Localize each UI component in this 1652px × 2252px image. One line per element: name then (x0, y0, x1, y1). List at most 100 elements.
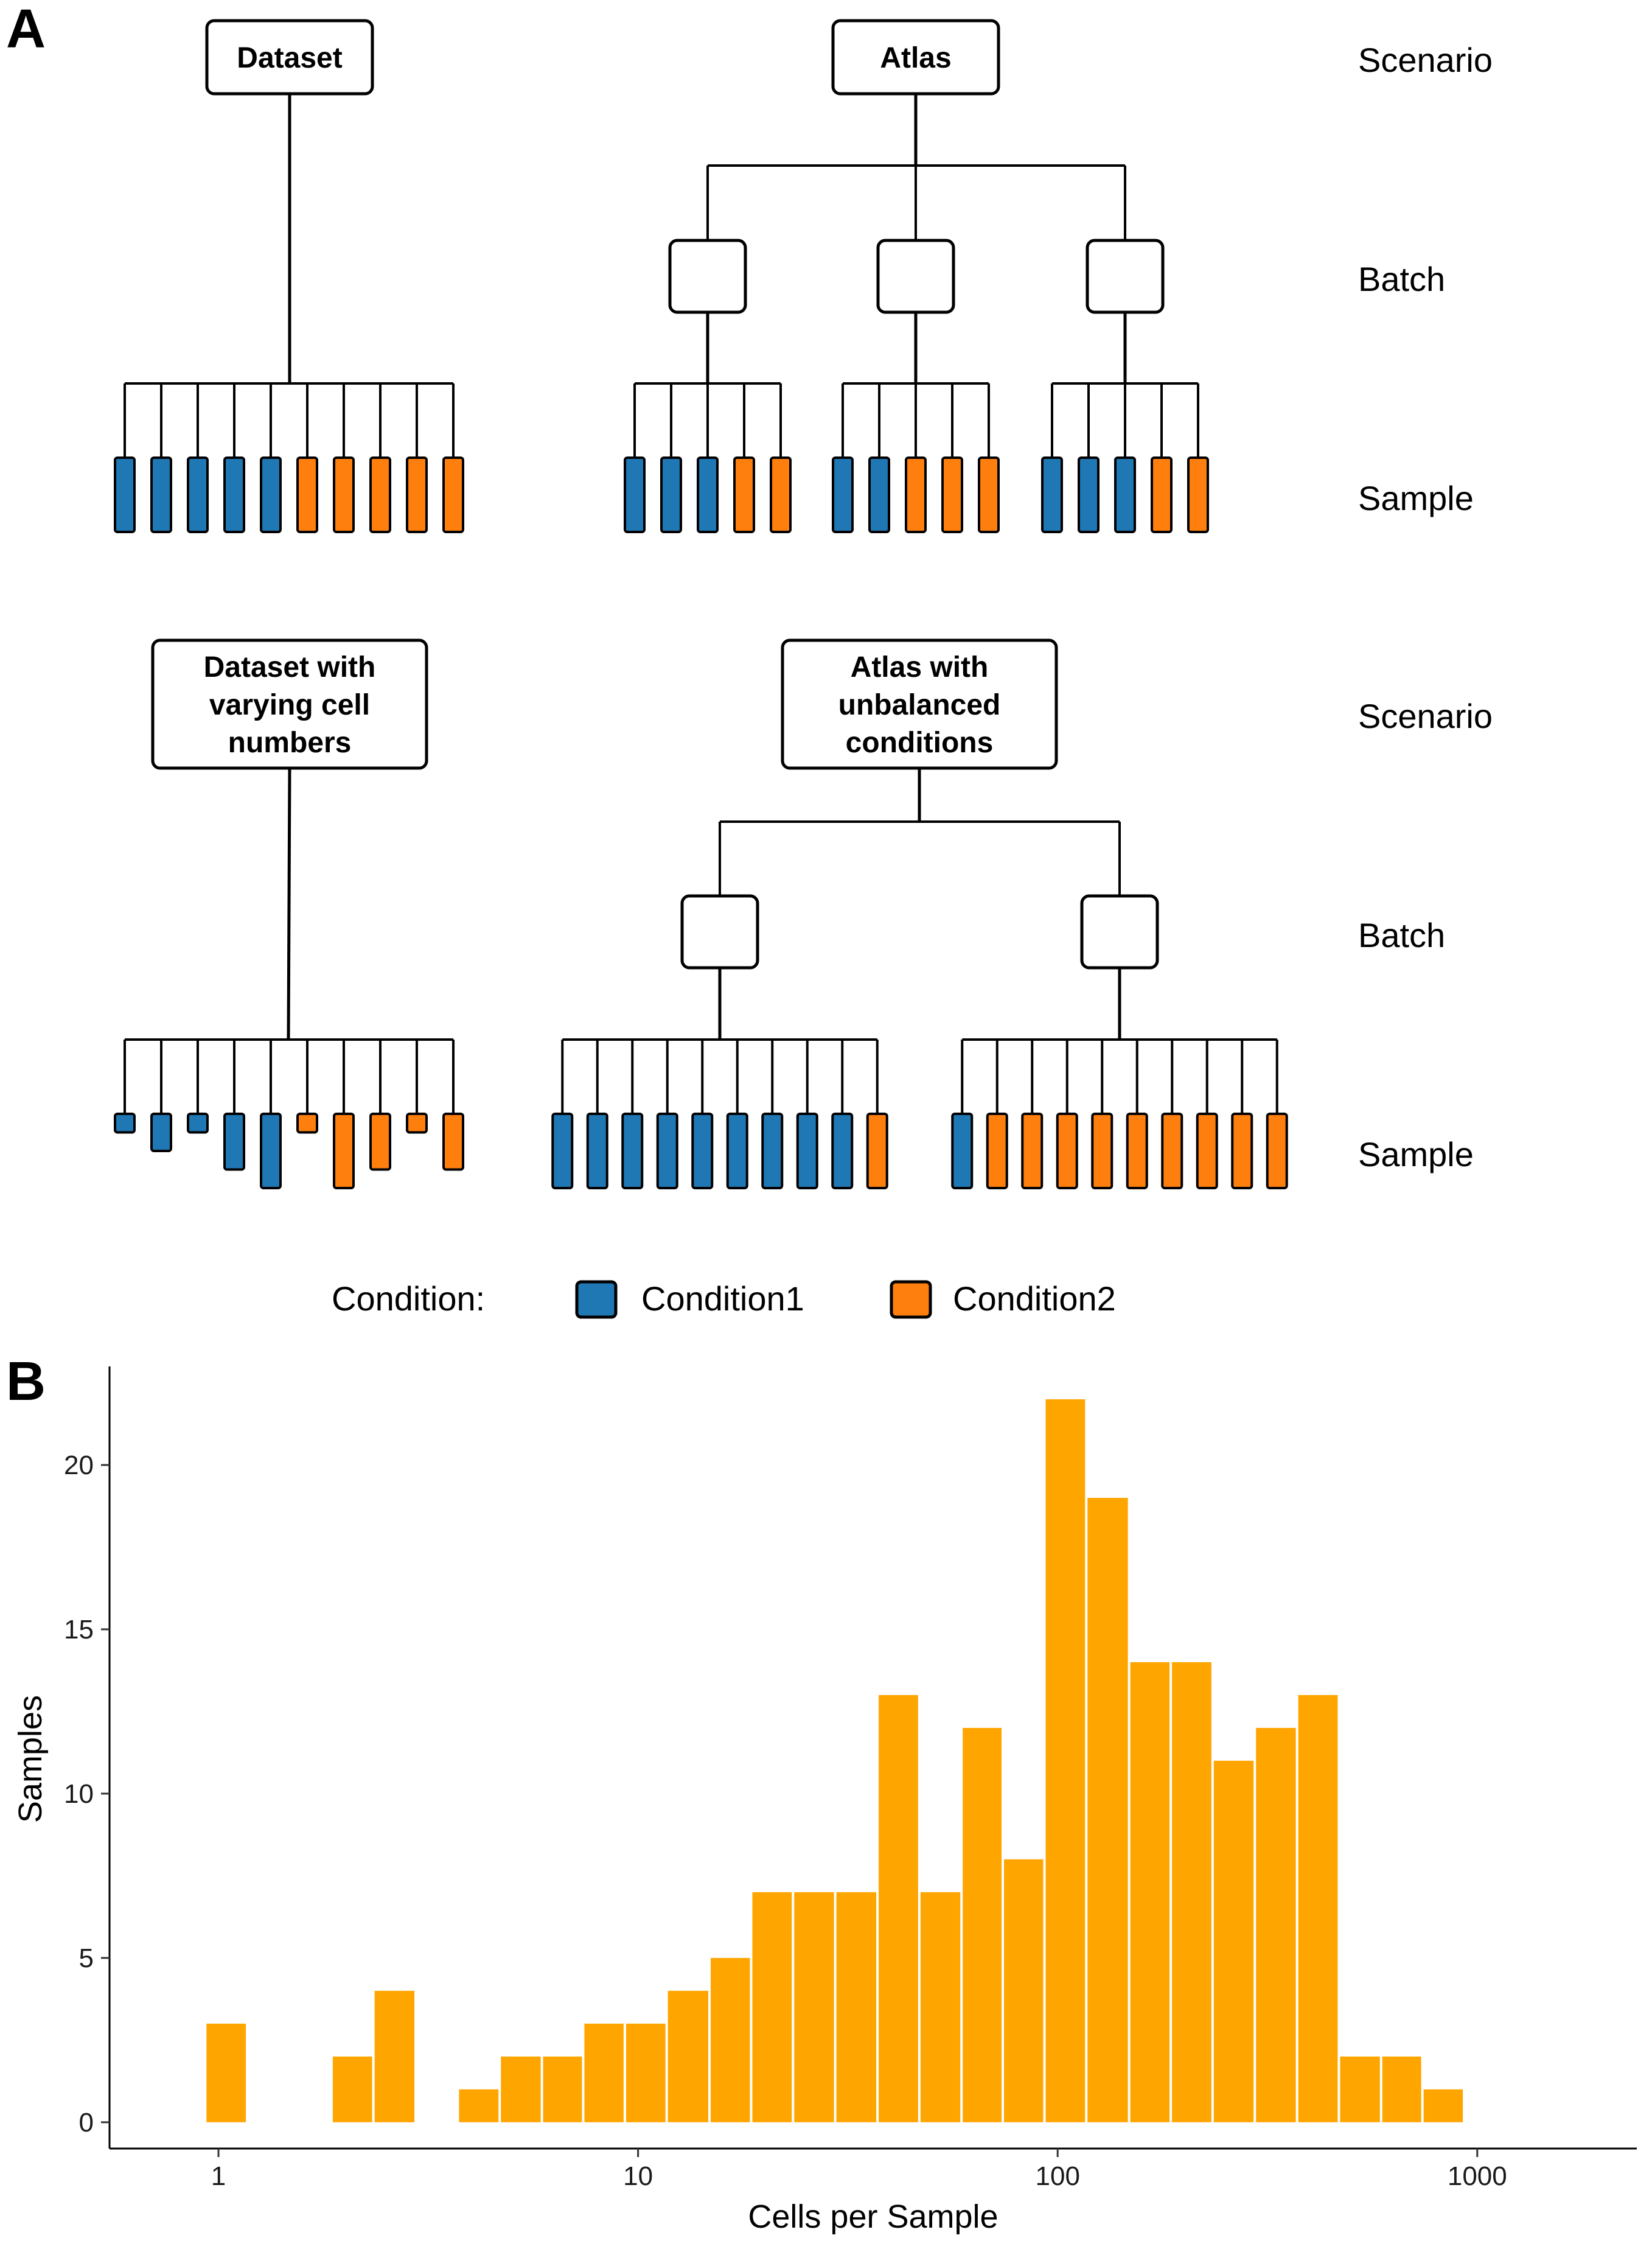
batch-box (680, 894, 759, 970)
sample-condition2 (333, 456, 355, 533)
condition-legend: Condition: Condition1 Condition2 (332, 1279, 1116, 1319)
sample-condition1 (1041, 456, 1063, 533)
histogram-axes: 1 10 100 1000 0 5 10 15 20 (64, 1366, 1637, 2191)
y-tick-label: 20 (64, 1450, 94, 1480)
histogram-bar (1256, 1727, 1296, 2122)
batch-box (1086, 239, 1165, 314)
sample-condition2 (986, 1113, 1008, 1189)
sample-condition1 (656, 1113, 678, 1189)
y-axis-title: Samples (12, 1695, 49, 1823)
sample-condition1 (260, 1113, 282, 1189)
histogram-bar (626, 2023, 666, 2122)
histogram-bar (1045, 1399, 1086, 2122)
panel-a-letter: A (6, 0, 46, 60)
sample-condition2 (941, 456, 963, 533)
sample-condition2 (1161, 1113, 1183, 1189)
sample-condition1 (586, 1113, 608, 1189)
sample-condition2 (296, 456, 318, 533)
histogram-bar (1340, 2056, 1380, 2122)
row-label-batch: Batch (1358, 916, 1445, 954)
scenario-label: varying cell (209, 689, 370, 721)
sample-condition2 (442, 456, 464, 533)
row-label-sample: Sample (1358, 1135, 1474, 1173)
sample-condition2 (1151, 456, 1173, 533)
y-tick-label: 0 (79, 2108, 94, 2138)
histogram-bar (1172, 1662, 1211, 2122)
histogram-bar (963, 1727, 1002, 2122)
sample-condition2 (406, 1113, 428, 1134)
sample-condition2 (905, 456, 927, 533)
legend-title: Condition: (332, 1279, 485, 1318)
y-tick-label: 5 (79, 1943, 94, 1973)
histogram-bar (1130, 1662, 1170, 2122)
sample-condition1 (832, 456, 854, 533)
histogram-bar (836, 1892, 877, 2122)
sample-condition2 (733, 456, 755, 533)
sample-condition1 (796, 1113, 818, 1189)
sample-condition2 (1126, 1113, 1148, 1189)
tree-stem (287, 768, 291, 1040)
histogram-bar (543, 2056, 582, 2122)
sample-condition1 (868, 456, 890, 533)
legend-label-condition1: Condition1 (641, 1279, 804, 1318)
histogram-bar (1213, 1760, 1254, 2122)
sample-condition1 (691, 1113, 714, 1189)
histogram-bar (584, 2023, 624, 2122)
sample-condition2 (1091, 1113, 1114, 1189)
sample-condition1 (951, 1113, 974, 1189)
histogram-bar (206, 2023, 246, 2122)
sample-condition2 (406, 456, 428, 533)
sample-condition1 (726, 1113, 748, 1189)
sample-condition1 (223, 456, 245, 533)
x-tick-label: 10 (623, 2161, 653, 2191)
sample-condition1 (187, 456, 209, 533)
row-label-scenario: Scenario (1358, 41, 1493, 79)
sample-condition1 (150, 456, 172, 533)
x-tick-label: 100 (1036, 2161, 1080, 2191)
histogram-bar (1004, 1859, 1044, 2122)
scenario-label: conditions (846, 727, 994, 759)
histogram-bar (1087, 1497, 1128, 2122)
panel-b-letter: B (6, 1351, 46, 1412)
histogram-bars (206, 1399, 1463, 2122)
panel-b-histogram: B 1 10 100 1000 0 5 10 15 20 Cells per Sample Sa… (6, 1351, 1637, 2235)
histogram-bar (459, 2089, 499, 2122)
row-labels: Scenario Batch Sample Scenario Batch Sam… (1358, 41, 1493, 1173)
row-label-batch: Batch (1358, 260, 1445, 298)
histogram-bar (794, 1892, 834, 2122)
scenario-label: Dataset (237, 42, 342, 74)
scenario-label: numbers (228, 727, 352, 759)
legend-swatch-condition2 (890, 1280, 932, 1319)
sample-condition1 (1114, 456, 1136, 533)
sample-condition1 (621, 1113, 644, 1189)
scenario-trees: Dataset Atlas Dataset with varying cell numb… (114, 19, 1288, 1189)
sample-condition2 (1021, 1113, 1044, 1189)
sample-condition1 (831, 1113, 854, 1189)
sample-condition2 (1056, 1113, 1078, 1189)
sample-condition2 (770, 456, 792, 533)
legend-label-condition2: Condition2 (953, 1279, 1116, 1318)
sample-condition1 (150, 1113, 172, 1152)
sample-condition1 (260, 456, 282, 533)
histogram-bar (501, 2056, 541, 2122)
histogram-bar (1382, 2056, 1421, 2122)
scenario-label: Atlas with (851, 651, 989, 684)
sample-condition1 (624, 456, 646, 533)
batch-box (1080, 894, 1159, 970)
batch-box (668, 239, 747, 314)
sample-condition2 (866, 1113, 888, 1189)
sample-condition1 (223, 1113, 245, 1171)
row-label-scenario: Scenario (1358, 697, 1493, 735)
sample-condition2 (333, 1113, 355, 1189)
sample-condition1 (187, 1113, 209, 1134)
sample-condition2 (442, 1113, 464, 1171)
batch-box (876, 239, 955, 314)
x-axis-title: Cells per Sample (748, 2198, 998, 2235)
sample-condition1 (761, 1113, 784, 1189)
x-tick-label: 1000 (1448, 2161, 1507, 2191)
histogram-bar (374, 1990, 415, 2122)
scenario-label: Atlas (880, 42, 951, 74)
sample-condition2 (1231, 1113, 1253, 1189)
sample-condition1 (1078, 456, 1100, 533)
